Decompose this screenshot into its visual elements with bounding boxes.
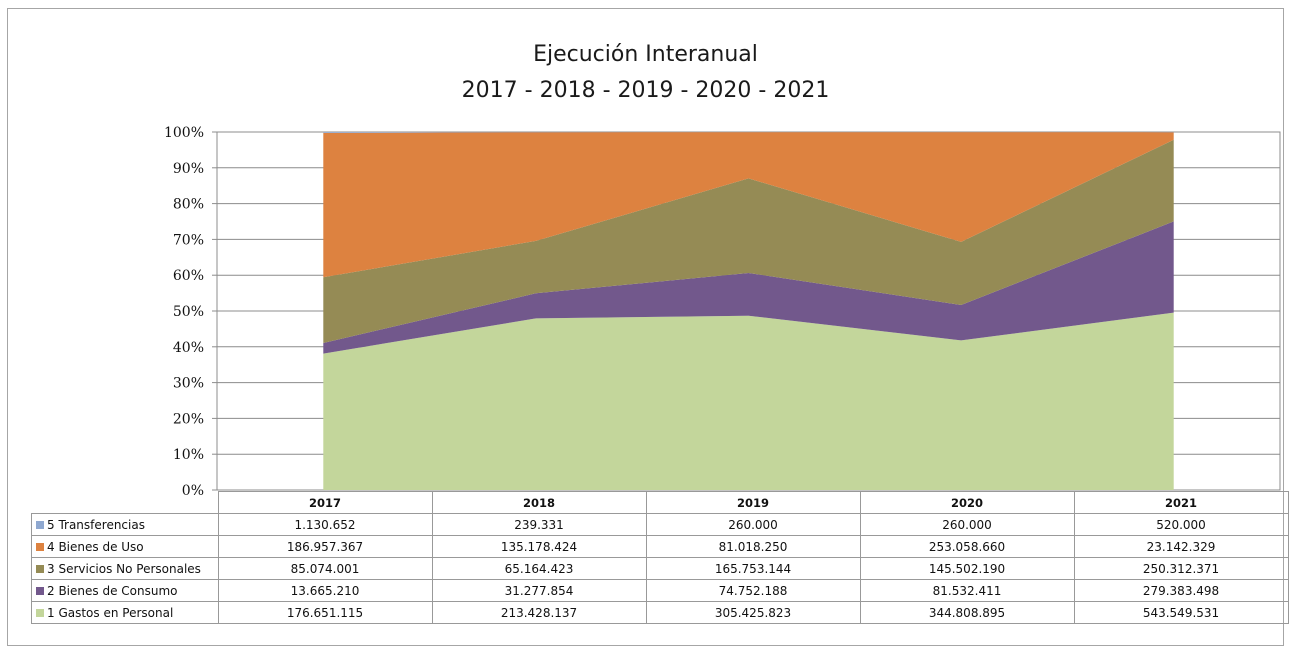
data-cell: 1.130.652	[217, 513, 433, 536]
series-legend-label: 5 Transferencias	[31, 513, 219, 536]
data-cell: 176.651.115	[217, 601, 433, 624]
series-legend-label: 4 Bienes de Uso	[31, 535, 219, 558]
data-cell: 253.058.660	[859, 535, 1075, 558]
legend-swatch	[36, 521, 44, 529]
year-header-2019: 2019	[645, 491, 861, 514]
y-tick-label: 50%	[173, 304, 204, 320]
year-header-2017: 2017	[217, 491, 433, 514]
table-row: 4 Bienes de Uso 186.957.367 135.178.424 81.…	[31, 535, 1289, 558]
y-tick-label: 20%	[173, 411, 204, 427]
data-cell: 186.957.367	[217, 535, 433, 558]
data-cell: 213.428.137	[431, 601, 647, 624]
y-tick-label: 60%	[173, 268, 204, 284]
y-tick-label: 30%	[173, 376, 204, 392]
data-cell: 250.312.371	[1073, 557, 1289, 580]
table-row: 1 Gastos en Personal 176.651.115 213.428.1…	[31, 601, 1289, 624]
data-table: 2017 2018 2019 2020 2021 5 Transferencias 1.1…	[31, 491, 1289, 624]
data-cell: 260.000	[859, 513, 1075, 536]
y-tick-label: 70%	[173, 232, 204, 248]
area-series-1	[323, 312, 1174, 490]
data-cell: 74.752.188	[645, 579, 861, 602]
data-cell: 65.164.423	[431, 557, 647, 580]
legend-swatch	[36, 565, 44, 573]
series-legend-label: 3 Servicios No Personales	[31, 557, 219, 580]
legend-swatch	[36, 587, 44, 595]
data-cell: 81.532.411	[859, 579, 1075, 602]
y-tick-label: 40%	[173, 340, 204, 356]
year-header-2021: 2021	[1073, 491, 1289, 514]
y-tick-label: 10%	[173, 447, 204, 463]
data-cell: 23.142.329	[1073, 535, 1289, 558]
series-legend-label: 1 Gastos en Personal	[31, 601, 219, 624]
data-cell: 85.074.001	[217, 557, 433, 580]
table-row: 2 Bienes de Consumo 13.665.210 31.277.854 7…	[31, 579, 1289, 602]
chart-subtitle: 2017 - 2018 - 2019 - 2020 - 2021	[461, 78, 830, 103]
data-cell: 239.331	[431, 513, 647, 536]
year-header-2018: 2018	[431, 491, 647, 514]
y-tick-label: 90%	[173, 161, 204, 177]
table-corner	[31, 491, 219, 514]
data-cell: 279.383.498	[1073, 579, 1289, 602]
table-row: 3 Servicios No Personales 85.074.001 65.16…	[31, 557, 1289, 580]
table-row: 5 Transferencias 1.130.652 239.331 260.000 2…	[31, 513, 1289, 536]
chart-title: Ejecución Interanual	[533, 42, 758, 67]
area-series-2	[323, 221, 1174, 354]
series-legend-label: 2 Bienes de Consumo	[31, 579, 219, 602]
legend-swatch	[36, 543, 44, 551]
data-cell: 81.018.250	[645, 535, 861, 558]
data-cell: 135.178.424	[431, 535, 647, 558]
data-cell: 31.277.854	[431, 579, 647, 602]
area-series-4	[323, 132, 1174, 278]
y-tick-label: 100%	[164, 125, 204, 141]
data-cell: 145.502.190	[859, 557, 1075, 580]
data-cell: 543.549.531	[1073, 601, 1289, 624]
data-cell: 520.000	[1073, 513, 1289, 536]
data-cell: 260.000	[645, 513, 861, 536]
legend-swatch	[36, 609, 44, 617]
area-series-3	[323, 139, 1174, 343]
data-cell: 344.808.895	[859, 601, 1075, 624]
y-tick-label: 80%	[173, 197, 204, 213]
data-cell: 165.753.144	[645, 557, 861, 580]
chart-frame	[7, 8, 1284, 646]
data-cell: 13.665.210	[217, 579, 433, 602]
data-cell: 305.425.823	[645, 601, 861, 624]
year-header-2020: 2020	[859, 491, 1075, 514]
area-series-5	[323, 132, 1174, 133]
